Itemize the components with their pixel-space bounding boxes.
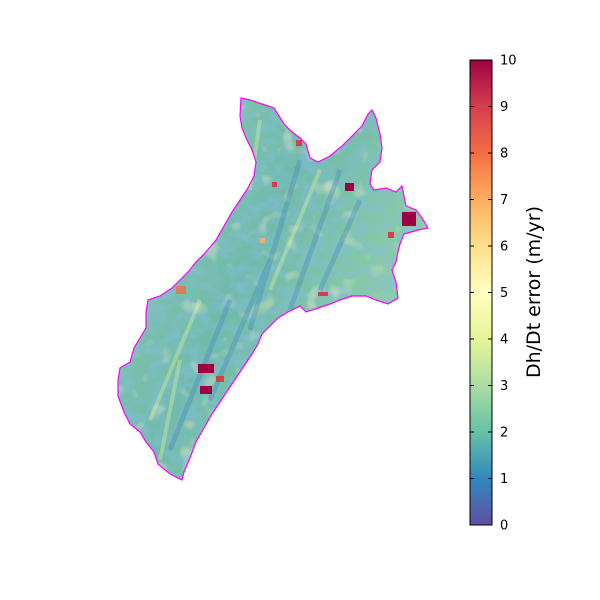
colorbar-tick-label: 2 (500, 426, 508, 441)
colorbar-tick-label: 3 (500, 379, 508, 394)
colorbar-tick-label: 4 (500, 333, 508, 348)
map-streaks (167, 159, 363, 451)
colorbar-tick-label: 8 (500, 147, 508, 162)
anomaly-patch (345, 183, 354, 191)
colorbar: 0 1 2 3 4 5 6 7 8 9 10 Dh/Dt error (m/yr) (469, 54, 545, 534)
colorbar-tick-label: 7 (500, 193, 508, 208)
anomaly-patch (200, 386, 212, 394)
colorbar-tick-label: 10 (500, 54, 517, 69)
map-raster (118, 98, 428, 480)
error-map (117, 97, 429, 481)
anomaly-patch (260, 238, 265, 243)
anomaly-patch (402, 212, 416, 226)
anomaly-patch (388, 232, 394, 238)
colorbar-tick-label: 0 (500, 519, 508, 534)
anomaly-patch (296, 140, 302, 146)
colorbar-tick-label: 1 (500, 472, 508, 487)
anomaly-patch (198, 364, 214, 373)
anomaly-patch (216, 376, 224, 382)
anomaly-patch (176, 286, 186, 294)
anomaly-patch (272, 182, 277, 187)
anomaly-patch (318, 292, 328, 296)
high-error-patches (176, 140, 416, 394)
colorbar-tick-label: 5 (500, 286, 508, 301)
colorbar-label: Dh/Dt error (m/yr) (523, 206, 545, 378)
colorbar-tick-label: 6 (500, 240, 508, 255)
colorbar-ticks: 0 1 2 3 4 5 6 7 8 9 10 (470, 54, 517, 534)
colorbar-tick-label: 9 (500, 100, 508, 115)
